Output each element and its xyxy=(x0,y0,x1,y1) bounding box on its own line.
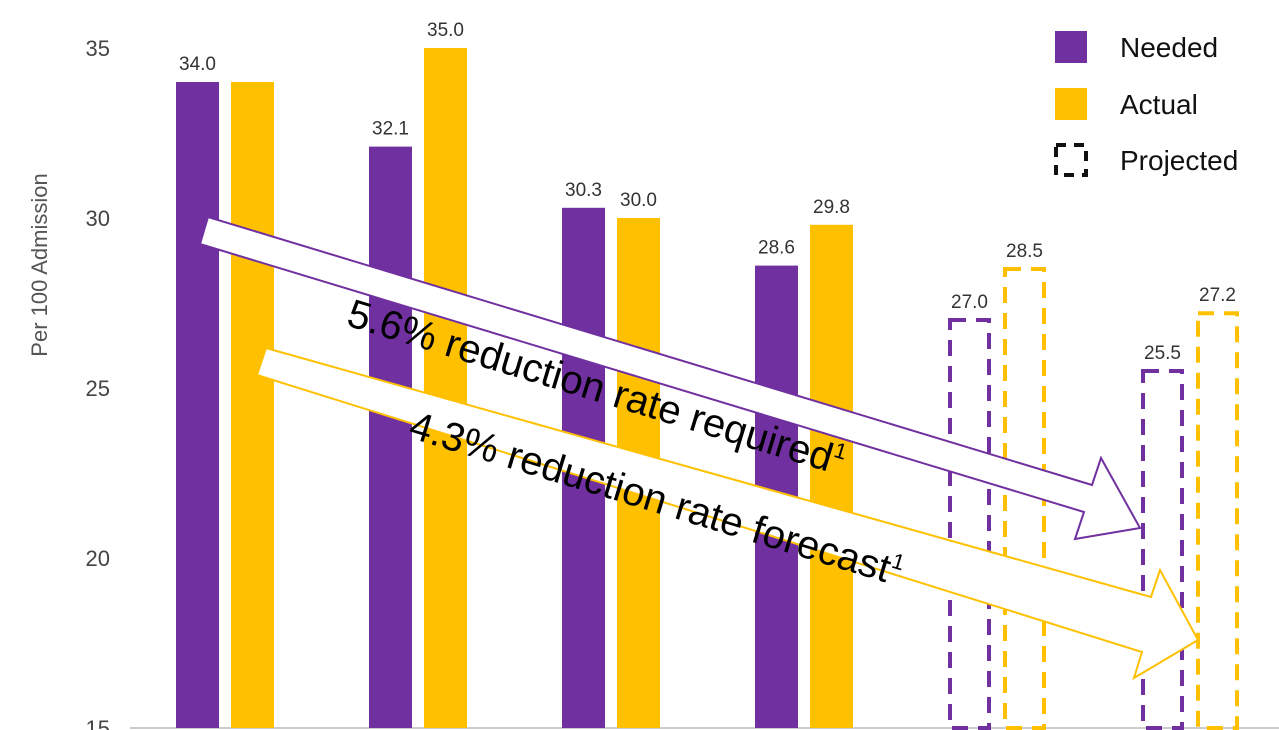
y-tick-label: 20 xyxy=(86,546,110,571)
y-axis-label: Per 100 Admission xyxy=(27,173,52,356)
legend-swatch-needed xyxy=(1055,31,1087,63)
y-tick-label: 25 xyxy=(86,376,110,401)
bar-needed xyxy=(176,82,219,728)
data-label-actual: 30.0 xyxy=(620,190,657,211)
bar-needed xyxy=(369,146,412,729)
bar-actual-projected xyxy=(1196,311,1239,730)
data-label-needed: 25.5 xyxy=(1144,343,1181,364)
data-label-actual: 27.2 xyxy=(1199,285,1236,306)
legend: Needed Actual Projected xyxy=(1054,31,1238,177)
data-label-actual: 28.5 xyxy=(1006,241,1043,262)
data-label-needed: 28.6 xyxy=(758,238,795,259)
y-tick-label: 30 xyxy=(86,206,110,231)
legend-swatch-projected xyxy=(1054,143,1088,177)
data-label-actual: 35.0 xyxy=(427,20,464,41)
data-label-actual: 29.8 xyxy=(813,197,850,218)
bar-actual xyxy=(231,82,274,728)
legend-label-actual: Actual xyxy=(1120,89,1198,120)
data-label-needed: 27.0 xyxy=(951,292,988,313)
y-axis-ticks: 15 20 25 30 35 xyxy=(86,36,110,730)
bar-actual xyxy=(810,224,853,729)
data-label-needed: 34.0 xyxy=(179,54,216,75)
data-label-needed: 30.3 xyxy=(565,180,602,201)
bar-actual xyxy=(424,48,467,728)
arrow-required-shape xyxy=(198,215,1142,541)
bar-needed-projected xyxy=(1141,369,1184,730)
y-tick-label: 15 xyxy=(86,716,110,730)
legend-label-needed: Needed xyxy=(1120,32,1218,63)
arrow-forecast-shape xyxy=(255,346,1200,681)
legend-swatch-actual xyxy=(1055,88,1087,120)
data-label-needed: 32.1 xyxy=(372,119,409,140)
legend-label-projected: Projected xyxy=(1120,145,1238,176)
y-tick-label: 35 xyxy=(86,36,110,61)
bar-needed-projected xyxy=(948,318,991,730)
data-labels: 34.0 32.1 30.3 28.6 27.0 25.5 35.0 30.0 29.8 28.5… xyxy=(179,20,1236,364)
